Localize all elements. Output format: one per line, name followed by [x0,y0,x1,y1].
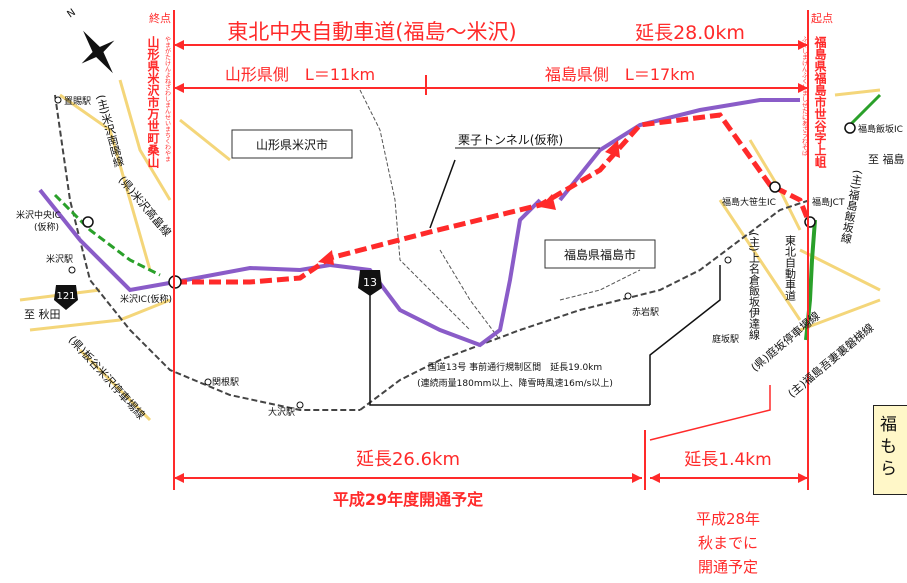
dim-arrow-l1 [174,40,184,50]
route13-east [558,98,800,202]
station-nisshiki-marker [54,96,62,104]
arrow-center [540,194,556,210]
restriction-bracket [369,265,721,406]
main-title: 東北中央自動車道(福島～米沢) [227,20,516,44]
route121-shield [54,285,78,310]
station-yonezawa: 米沢駅 [46,253,73,265]
to-akita: 至 秋田 [24,307,61,321]
ic-fukushima-iizaka: 福島飯坂IC [858,123,903,135]
rivers [359,89,641,341]
fukushima-area-box [544,239,656,269]
area-fukushima: 福島県福島市 [564,247,636,262]
fukushima-side-length: 福島県側 L＝17km [545,65,695,84]
green-road-west [53,193,161,277]
road-tohoku-expressway: 東北自動車道 [784,235,797,301]
dim-arrow-r1 [798,40,808,50]
end-point-reading: やまがたけんよねざわしまんせいまちくわやま [164,36,171,162]
east-schedule-3: 開通予定 [698,558,758,576]
fukushima-iizaka-ic-marker [844,122,856,134]
station-niwasaka-marker [724,256,732,264]
ic-fukushima-jct: 福島JCT [812,196,845,208]
end-point-address: 山形県米沢市万世町桑山 [146,35,160,169]
ic-fukushima-ozasa: 福島大笹生IC [722,196,776,208]
west-length: 延長26.6km [356,449,460,470]
station-sekine-marker [204,378,212,386]
start-point-reading: ふくしまけんふくしましせたにあざうわそば [801,36,808,157]
green-road-iizaka [843,93,882,132]
yonezawa-chuo-ic-marker [82,216,94,228]
station-ozawa: 大沢駅 [268,406,295,418]
arrow-east [605,140,620,158]
note-box: 福 も ら [873,405,907,495]
west-schedule: 平成29年度開通予定 [333,490,483,509]
east-length: 延長1.4km [684,450,771,470]
area-yonezawa: 山形県米沢市 [256,137,328,152]
station-nisshiki: 置賜駅 [64,96,91,107]
start-point-address: 福島県福島市世谷字上岨 [813,35,827,169]
local-roads [19,79,881,422]
dimension-lines [173,10,809,490]
road-kamina-kura: (主)上名倉飯坂伊達線 [748,232,761,340]
route121-number: 121 [56,291,75,302]
east-segment-marker [649,385,771,441]
total-length: 延長28.0km [635,22,745,44]
road-yonezawa-takahata: (県)米沢高畠線 [116,173,175,239]
station-sekine: 関根駅 [212,376,239,388]
route13-number: 13 [363,276,377,289]
dim-arrow-r3 [632,473,642,483]
end-label: 終点 [149,11,171,25]
east-schedule-2: 秋までに [698,534,758,552]
tunnel-leader [429,159,456,229]
east-schedule-1: 平成28年 [696,510,760,528]
compass-north: N [65,7,77,20]
road-yonezawa-nanyou: (主)米沢南陽線 [94,93,126,168]
tunnel-label: 栗子トンネル(仮称) [458,133,563,147]
road-itaya-yonezawa: (県)板谷米沢停車場線 [66,333,148,422]
station-ozawa-marker [296,401,304,409]
ic-yonezawa-chuo-sub: (仮称) [34,221,59,233]
fukushima-ozasa-ic-marker [769,181,781,193]
compass-icon [81,30,115,74]
station-akaiwa: 赤岩駅 [632,306,659,318]
yamagata-side-length: 山形県側 L＝11km [225,65,375,84]
restriction-line2: (連続雨量180mm以上、降雪時風速16m/s以上) [417,377,613,389]
fukushima-jct-marker [804,216,816,228]
restriction-line1: 国道13号 事前通行規制区間 延長19.0km [428,361,602,373]
station-yonezawa-marker [68,266,76,274]
ic-yonezawa-chuo: 米沢中央IC [16,209,61,221]
route121-line [38,188,331,293]
arrow-west [318,250,334,265]
dim-arrow-l4 [650,473,660,483]
dim-arrow-r2 [798,83,808,93]
station-niwasaka: 庭坂駅 [712,333,739,345]
start-label: 起点 [811,12,833,25]
station-akaiwa-marker [624,292,632,300]
dim-arrow-l3 [174,473,184,483]
yonezawa-area-box [231,129,353,159]
route13-shield [358,270,382,296]
ic-yonezawa: 米沢IC(仮称) [120,293,172,305]
dim-arrow-l2 [174,83,184,93]
to-fukushima: 至 福島 [868,152,905,166]
dim-arrow-r4 [798,473,808,483]
